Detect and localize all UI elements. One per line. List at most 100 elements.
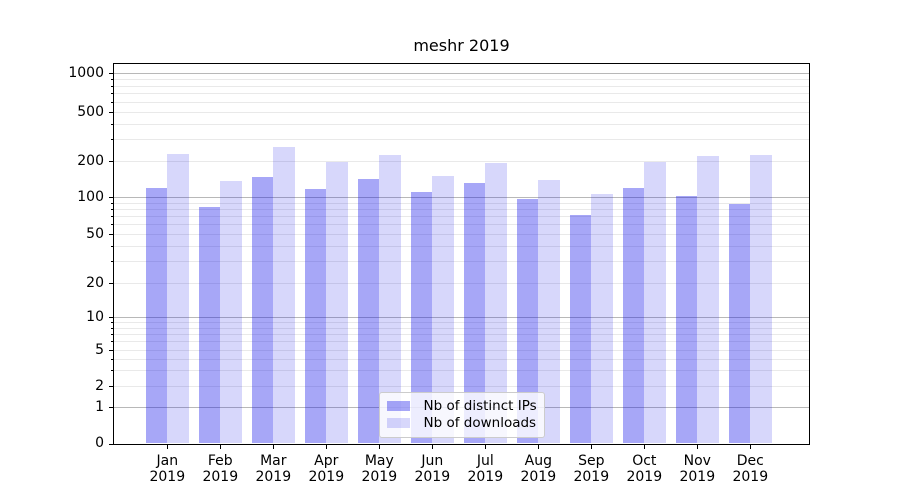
bar-downloads-apr: [326, 161, 348, 444]
gridline-minor-30: [113, 261, 809, 263]
x-tick-oct: [644, 444, 646, 449]
y-minortick-30: [110, 261, 113, 263]
y-minortick-700: [110, 93, 113, 95]
gridline-major-1000: [113, 73, 809, 74]
legend-item-downloads: Nb of downloads: [386, 414, 537, 431]
bar-downloads-jun: [432, 175, 454, 444]
bar-downloads-sep: [591, 194, 613, 444]
x-label-month: Dec: [736, 452, 764, 469]
gridline-minor-3: [113, 370, 809, 372]
bar-downloads-jan: [167, 153, 189, 444]
gridline-minor-70: [113, 216, 809, 218]
bar-distinct-ips-jan: [146, 187, 168, 444]
gridline-minor-50: [113, 234, 809, 235]
y-minortick-3: [110, 370, 113, 372]
x-tick-label-may: May 2019: [347, 453, 411, 486]
x-label-year: 2019: [255, 469, 292, 485]
bar-distinct-ips-oct: [623, 187, 645, 444]
gridline-minor-60: [113, 224, 809, 226]
y-tick-label-50: 50: [86, 225, 104, 242]
gridline-minor-300: [113, 139, 809, 141]
x-tick-label-apr: Apr 2019: [294, 453, 358, 486]
x-label-month: Jan: [156, 452, 179, 469]
bar-downloads-nov: [697, 155, 719, 444]
y-minortick-80: [110, 208, 113, 210]
x-label-year: 2019: [732, 469, 769, 485]
x-tick-label-jun: Jun 2019: [400, 453, 464, 486]
bar-downloads-oct: [644, 162, 666, 444]
x-label-month: Sep: [578, 452, 605, 469]
x-tick-aug: [538, 444, 540, 449]
x-tick-dec: [750, 444, 752, 449]
bar-distinct-ips-sep: [570, 214, 592, 444]
y-tick-500: [108, 112, 113, 113]
x-label-year: 2019: [361, 469, 398, 485]
y-minortick-400: [110, 123, 113, 125]
plot-area: [112, 62, 810, 445]
axis-spine-bottom: [112, 443, 810, 445]
gridline-major-100: [113, 197, 809, 198]
y-tick-1: [108, 407, 113, 408]
bar-downloads-dec: [750, 154, 772, 444]
bar-distinct-ips-may: [358, 179, 380, 444]
bar-distinct-ips-jun: [411, 192, 433, 444]
gridline-minor-800: [113, 85, 809, 87]
y-tick-label-2: 2: [95, 377, 104, 394]
bar-distinct-ips-aug: [517, 199, 539, 444]
gridline-minor-5: [113, 350, 809, 351]
gridline-minor-9: [113, 322, 809, 324]
x-label-month: Jul: [476, 452, 494, 469]
legend-item-distinct-ips: Nb of distinct IPs: [386, 398, 537, 414]
axis-spine-right: [809, 62, 810, 445]
y-tick-label-10: 10: [86, 308, 104, 325]
x-tick-label-sep: Sep 2019: [559, 453, 623, 486]
x-tick-jun: [432, 444, 434, 449]
y-tick-100: [108, 197, 113, 198]
bar-distinct-ips-jul: [464, 183, 486, 444]
legend: Nb of distinct IPs Nb of downloads: [378, 391, 545, 438]
bar-distinct-ips-apr: [305, 189, 327, 444]
x-tick-apr: [326, 444, 328, 449]
x-label-year: 2019: [414, 469, 451, 485]
x-tick-label-mar: Mar 2019: [241, 453, 305, 486]
gridline-minor-600: [113, 101, 809, 103]
gridline-minor-200: [113, 161, 809, 162]
y-tick-50: [108, 234, 113, 235]
x-label-month: Mar: [260, 452, 287, 469]
bar-distinct-ips-feb: [199, 206, 221, 444]
gridline-minor-700: [113, 93, 809, 95]
legend-label-downloads: Nb of downloads: [423, 414, 537, 431]
y-tick-label-1: 1: [95, 398, 104, 415]
bar-distinct-ips-nov: [676, 195, 698, 444]
y-minortick-7: [110, 333, 113, 335]
gridline-minor-8: [113, 327, 809, 329]
chart-title: meshr 2019: [413, 36, 510, 55]
y-minortick-60: [110, 224, 113, 226]
gridline-minor-4: [113, 358, 809, 360]
x-tick-label-oct: Oct 2019: [612, 453, 676, 486]
y-tick-0: [108, 443, 113, 445]
x-label-year: 2019: [149, 469, 186, 485]
axis-spine-top: [112, 62, 810, 64]
y-tick-label-20: 20: [86, 274, 104, 291]
y-minortick-70: [110, 216, 113, 218]
x-label-year: 2019: [520, 469, 557, 485]
x-tick-label-nov: Nov 2019: [665, 453, 729, 486]
y-tick-label-200: 200: [77, 152, 104, 169]
y-tick-label-500: 500: [77, 103, 104, 120]
x-tick-label-jul: Jul 2019: [453, 453, 517, 486]
x-tick-label-jan: Jan 2019: [135, 453, 199, 486]
gridline-minor-400: [113, 123, 809, 125]
x-label-year: 2019: [308, 469, 345, 485]
gridline-minor-500: [113, 112, 809, 113]
x-label-year: 2019: [467, 469, 504, 485]
y-minortick-800: [110, 85, 113, 87]
y-tick-1000: [108, 73, 113, 74]
x-label-year: 2019: [679, 469, 716, 485]
x-label-month: Apr: [314, 452, 339, 469]
gridline-minor-40: [113, 245, 809, 247]
x-tick-label-feb: Feb 2019: [188, 453, 252, 486]
y-tick-200: [108, 161, 113, 162]
x-tick-jan: [167, 444, 169, 449]
